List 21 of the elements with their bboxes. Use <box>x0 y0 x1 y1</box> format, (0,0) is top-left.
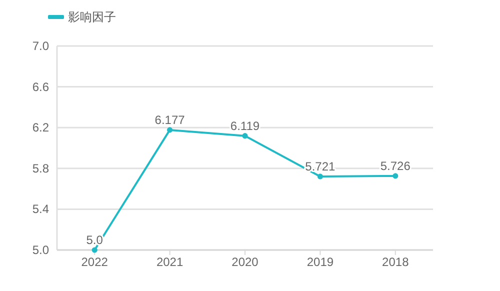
text: 6.119 <box>230 118 260 133</box>
x-tick-label: 2018 <box>382 255 410 269</box>
point <box>92 247 98 253</box>
text: 6.177 <box>154 112 185 127</box>
x-tick-label: 2019 <box>306 255 334 269</box>
legend-label: 影响因子 <box>68 10 116 24</box>
y-tick-label: 5.4 <box>32 202 50 216</box>
y-tick-label: 6.2 <box>32 120 50 135</box>
x-tick-label: 2020 <box>232 255 259 269</box>
y-tick-label: 5.8 <box>32 161 50 176</box>
y-tick-label: 7.0 <box>32 39 50 53</box>
y-tick-label: 5.0 <box>32 243 50 257</box>
x-tick-label: 2021 <box>156 255 184 269</box>
point <box>392 173 398 179</box>
x-tick-label: 2022 <box>81 255 108 269</box>
text: 5.721 <box>305 159 336 174</box>
text: 5.726 <box>380 158 410 173</box>
point <box>317 174 323 180</box>
point <box>167 127 173 133</box>
point <box>242 133 248 139</box>
y-tick-label: 6.6 <box>32 80 50 94</box>
